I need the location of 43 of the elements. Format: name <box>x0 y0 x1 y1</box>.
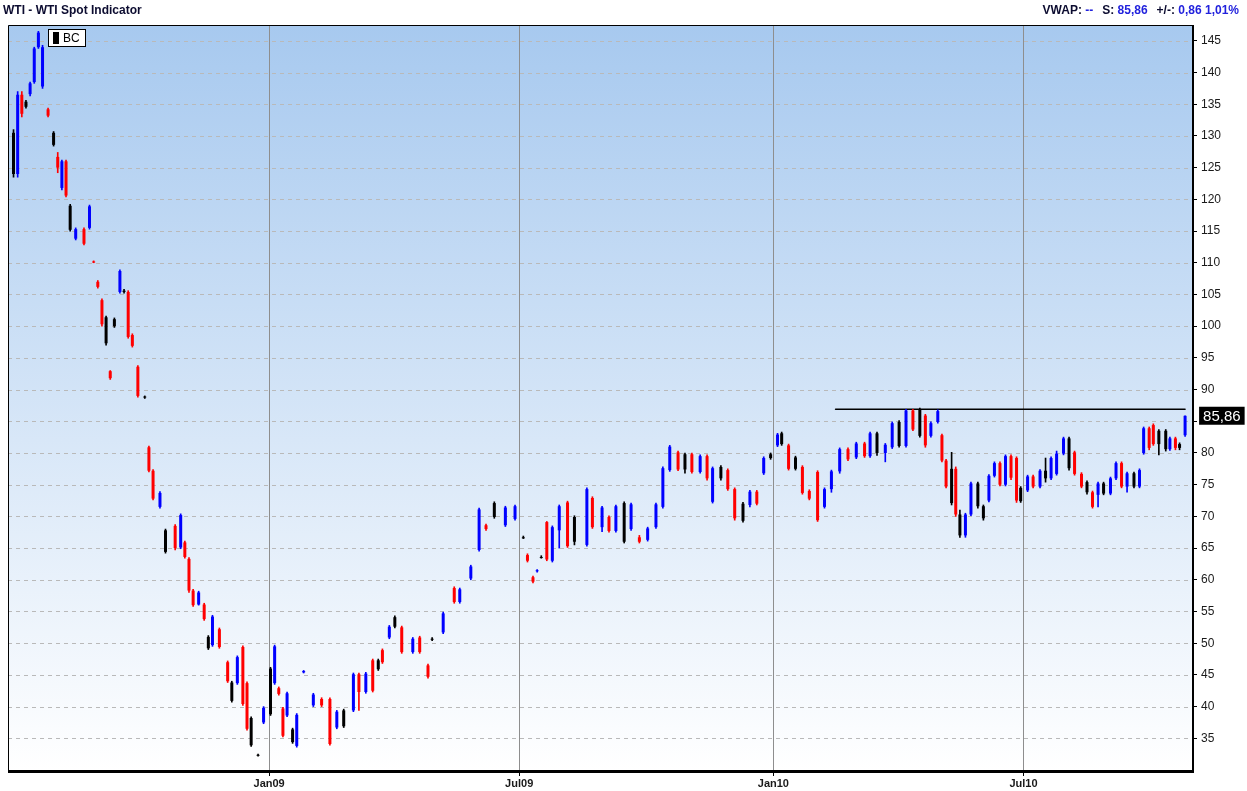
y-tick-label: 55 <box>1201 603 1215 618</box>
y-tick-label: 120 <box>1201 191 1222 206</box>
y-tick-label: 110 <box>1201 255 1221 270</box>
y-tick-label: 80 <box>1201 445 1215 460</box>
legend-label: BC <box>62 31 80 45</box>
y-tick-label: 45 <box>1201 667 1215 682</box>
candlestick <box>164 528 167 554</box>
candlestick <box>430 637 434 641</box>
text: S: 85,86 <box>1102 3 1148 17</box>
y-tick-label: 95 <box>1201 350 1215 365</box>
candlestick <box>793 455 797 471</box>
y-tick-label: 40 <box>1201 698 1215 713</box>
y-tick-label: 145 <box>1201 33 1222 48</box>
y-tick-label: 70 <box>1201 508 1215 523</box>
annotation: 85,86 <box>1203 406 1241 424</box>
y-tick-label: 90 <box>1201 381 1215 396</box>
chart-title: WTI - WTI Spot Indicator <box>3 3 142 17</box>
candlestick <box>535 569 539 573</box>
candlestick <box>539 555 543 559</box>
x-tick-label: Jan09 <box>253 776 285 789</box>
candlestick <box>1003 454 1007 487</box>
y-tick-label: 135 <box>1201 96 1222 111</box>
y-tick-label: 60 <box>1201 572 1215 587</box>
candlestick <box>1108 476 1112 496</box>
y-tick-label: 65 <box>1201 540 1215 555</box>
text: VWAP: -- <box>1042 3 1094 17</box>
y-tick-label: 75 <box>1201 476 1215 491</box>
x-tick-label: Jul09 <box>505 776 534 789</box>
candlestick <box>88 204 92 230</box>
y-tick-label: 35 <box>1201 730 1215 745</box>
x-tick-label: Jul10 <box>1009 776 1038 789</box>
y-tick-label: 140 <box>1201 64 1222 79</box>
candlestick <box>1062 436 1066 456</box>
y-tick-label: 100 <box>1201 318 1222 333</box>
candlestick <box>1138 468 1141 489</box>
text: +/-: 0,86 1,01% <box>1156 3 1239 17</box>
y-tick-label: 50 <box>1201 635 1215 650</box>
y-tick-label: 130 <box>1201 128 1222 143</box>
candlestick <box>823 487 826 509</box>
y-tick-label: 125 <box>1201 159 1222 174</box>
y-tick-label: 115 <box>1201 223 1221 238</box>
x-tick-label: Jan10 <box>757 776 789 789</box>
y-tick-label: 105 <box>1201 286 1222 301</box>
